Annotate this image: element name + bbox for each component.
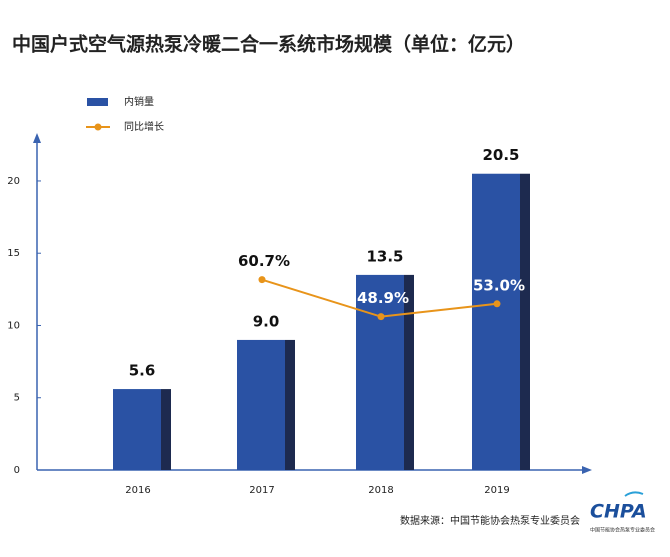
line-point — [493, 300, 501, 308]
bar — [237, 339, 285, 470]
line-point — [258, 276, 266, 284]
bar-value-label: 20.5 — [482, 146, 519, 164]
legend-label: 内销量 — [124, 95, 154, 108]
bar-value-label: 5.6 — [129, 362, 156, 380]
line-value-label: 53.0% — [473, 276, 525, 294]
x-tick-label: 2018 — [368, 485, 393, 496]
bar — [113, 389, 161, 470]
y-axis-arrow — [33, 133, 41, 143]
bar-side — [285, 339, 295, 470]
line-point — [377, 313, 385, 321]
x-tick-label: 2019 — [484, 485, 509, 496]
bar — [356, 274, 404, 470]
bar-side — [520, 173, 530, 470]
bar — [472, 173, 520, 470]
line-value-label: 48.9% — [357, 289, 409, 307]
logo-text: CHPA — [590, 501, 647, 523]
chart-title: 中国户式空气源热泵冷暖二合一系统市场规模（单位：亿元） — [12, 33, 525, 56]
source-note: 数据来源：中国节能协会热泵专业委员会 — [400, 514, 580, 527]
legend-swatch — [94, 123, 102, 131]
x-tick-label: 2017 — [249, 485, 274, 496]
bar-side — [404, 274, 414, 470]
x-axis-arrow — [582, 466, 592, 474]
line-value-label: 60.7% — [238, 252, 290, 270]
y-tick-label: 15 — [7, 248, 20, 259]
y-tick-label: 10 — [7, 320, 20, 331]
bar-value-label: 13.5 — [366, 247, 403, 265]
y-tick-label: 5 — [14, 393, 20, 404]
y-tick-label: 20 — [7, 176, 20, 187]
logo-subtitle: 中国节能协会热泵专业委员会 — [590, 527, 655, 534]
bar-side — [161, 389, 171, 470]
logo-swoosh — [624, 491, 644, 497]
bar-value-label: 9.0 — [253, 312, 280, 330]
legend-swatch — [87, 98, 108, 106]
x-tick-label: 2016 — [125, 485, 150, 496]
y-tick-label: 0 — [14, 465, 20, 476]
legend-label: 同比增长 — [124, 120, 164, 133]
